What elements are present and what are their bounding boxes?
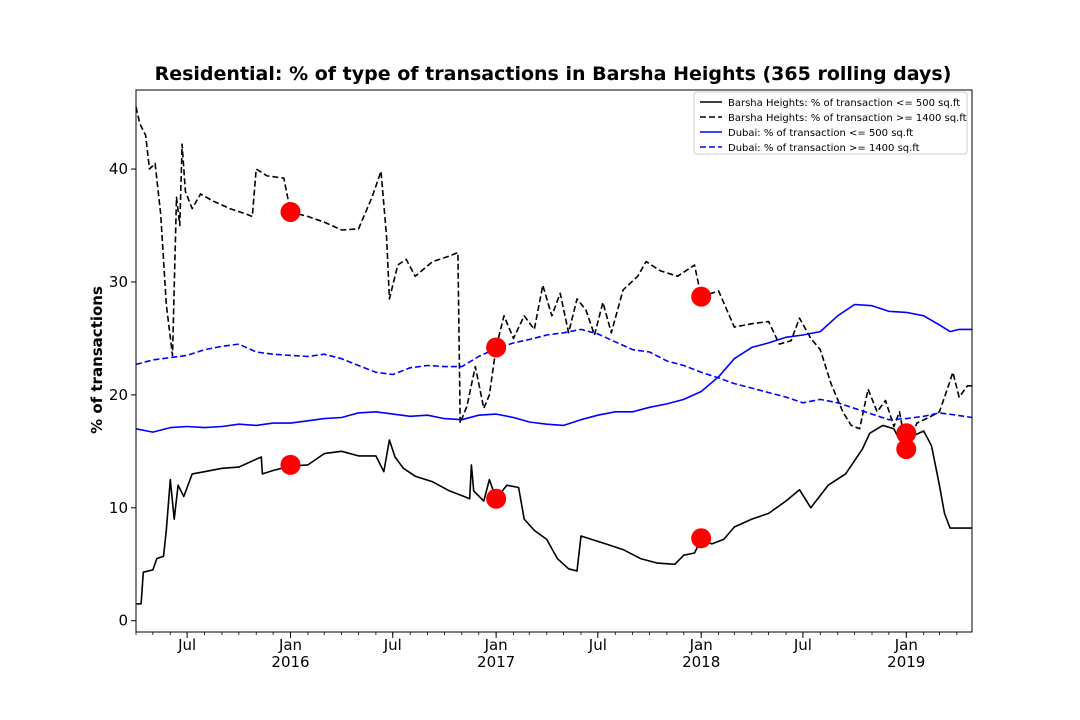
marker-point-4 xyxy=(691,286,712,307)
marker-point-6 xyxy=(896,423,917,444)
x-tick-label-7: Jan xyxy=(894,636,918,654)
y-tick-label-2: 20 xyxy=(109,386,128,404)
marker-point-2 xyxy=(486,337,507,358)
x-tick-label-4: Jul xyxy=(588,636,607,654)
marker-point-0 xyxy=(280,201,301,222)
legend-label-3: Dubai: % of transaction >= 1400 sq.ft xyxy=(728,143,920,154)
x-tick-year-1: 2016 xyxy=(271,653,309,671)
marker-point-7 xyxy=(896,439,917,460)
x-tick-label-6: Jul xyxy=(793,636,812,654)
y-tick-label-4: 40 xyxy=(109,160,128,178)
x-tick-label-1: Jan xyxy=(278,636,302,654)
x-tick-year-7: 2019 xyxy=(887,653,925,671)
legend-label-1: Barsha Heights: % of transaction >= 1400… xyxy=(728,113,967,124)
y-tick-label-0: 0 xyxy=(118,612,128,630)
series-line-3 xyxy=(135,328,973,421)
y-axis-label: % of transactions xyxy=(88,286,106,434)
x-tick-year-3: 2017 xyxy=(477,653,515,671)
legend-label-2: Dubai: % of transaction <= 500 sq.ft xyxy=(728,128,913,139)
series-line-2 xyxy=(135,303,972,433)
marker-point-5 xyxy=(691,528,712,549)
axes-frame xyxy=(135,89,973,633)
legend-box xyxy=(693,91,968,155)
series-line-1 xyxy=(135,106,972,450)
x-tick-label-5: Jan xyxy=(689,636,713,654)
marker-point-1 xyxy=(280,454,301,475)
series-line-0 xyxy=(136,424,972,605)
x-tick-label-3: Jan xyxy=(484,636,508,654)
x-tick-year-5: 2018 xyxy=(682,653,720,671)
y-tick-label-3: 30 xyxy=(109,273,128,291)
x-tick-label-2: Jul xyxy=(383,636,402,654)
marker-point-3 xyxy=(486,488,507,509)
x-tick-label-0: Jul xyxy=(177,636,196,654)
legend-label-0: Barsha Heights: % of transaction <= 500 … xyxy=(728,98,960,109)
chart-title: Residential: % of type of transactions i… xyxy=(155,63,952,85)
y-tick-label-1: 10 xyxy=(109,499,128,517)
